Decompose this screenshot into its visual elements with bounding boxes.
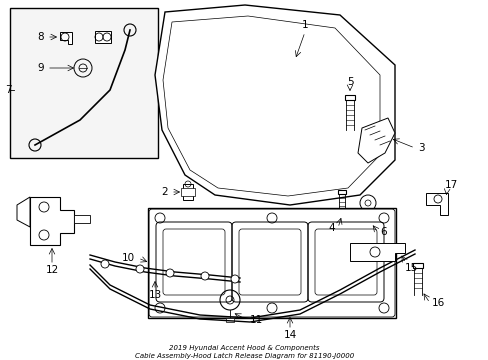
Bar	[181, 188, 195, 196]
Text: 2: 2	[161, 187, 168, 197]
Bar	[148, 208, 395, 318]
Bar	[183, 184, 193, 200]
Bar	[412, 263, 422, 268]
Text: 12: 12	[45, 265, 59, 275]
Circle shape	[201, 272, 208, 280]
Bar	[10, 8, 158, 158]
Text: 2019 Hyundai Accent Hood & Components: 2019 Hyundai Accent Hood & Components	[169, 345, 319, 351]
Text: 5: 5	[346, 77, 353, 87]
Text: 9: 9	[37, 63, 44, 73]
Bar	[345, 95, 354, 100]
Text: 3: 3	[417, 143, 424, 153]
Text: 7: 7	[5, 85, 12, 95]
Polygon shape	[74, 215, 90, 223]
Text: 16: 16	[431, 298, 445, 308]
Text: 15: 15	[404, 263, 417, 273]
Text: 8: 8	[37, 32, 44, 42]
Text: 4: 4	[328, 223, 335, 233]
Text: 11: 11	[249, 315, 263, 325]
Text: 6: 6	[379, 227, 386, 237]
Polygon shape	[60, 32, 72, 44]
Bar	[337, 190, 346, 194]
Polygon shape	[425, 193, 447, 215]
Text: 17: 17	[444, 180, 457, 190]
Text: 13: 13	[148, 290, 162, 300]
Text: Cable Assembly-Hood Latch Release Diagram for 81190-J0000: Cable Assembly-Hood Latch Release Diagra…	[135, 353, 353, 359]
Circle shape	[230, 275, 239, 283]
Text: 10: 10	[122, 253, 135, 263]
Polygon shape	[349, 243, 404, 261]
Circle shape	[136, 265, 143, 273]
Circle shape	[165, 269, 174, 277]
Text: 1: 1	[301, 20, 307, 30]
Text: 14: 14	[283, 330, 296, 340]
Polygon shape	[357, 118, 394, 163]
Circle shape	[101, 260, 109, 268]
Polygon shape	[17, 197, 30, 227]
Polygon shape	[155, 5, 394, 205]
Polygon shape	[30, 197, 74, 245]
Polygon shape	[95, 31, 111, 43]
Bar	[225, 318, 234, 322]
